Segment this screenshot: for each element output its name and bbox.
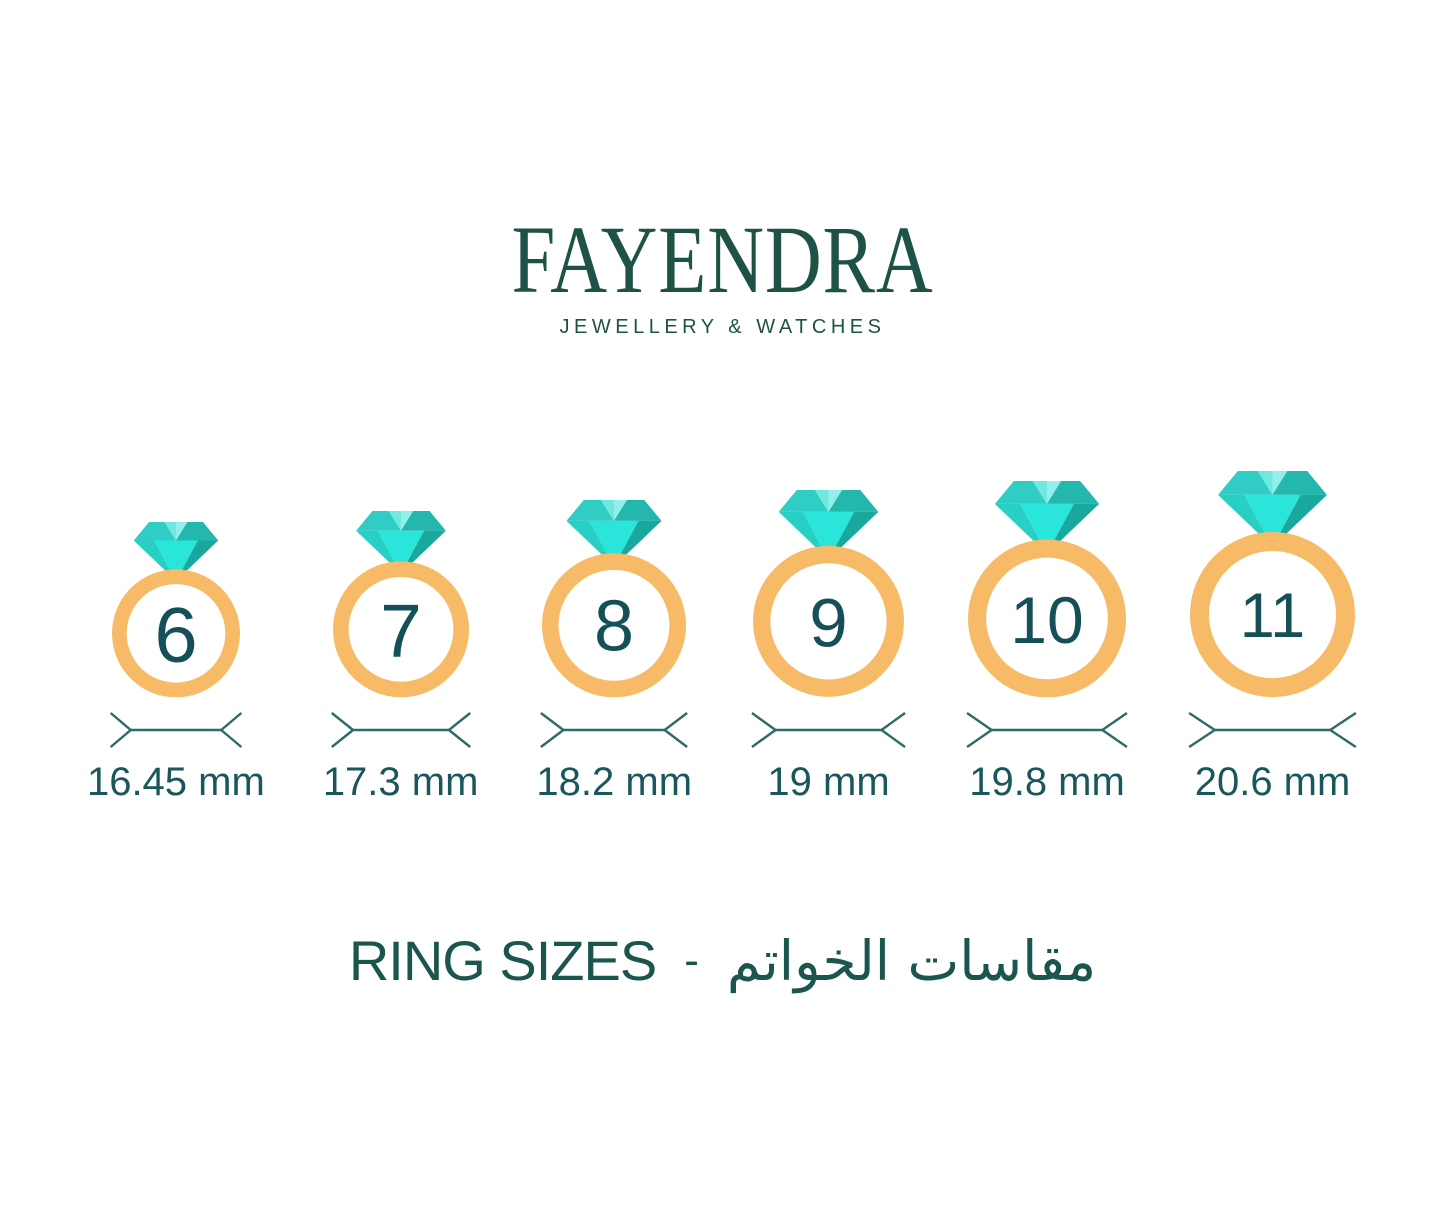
diamond-ring-icon: 10 [968,480,1127,697]
diameter-measure-line [750,711,907,749]
diameter-measure-line [965,711,1129,749]
diamond-ring-icon: 8 [542,499,687,697]
diameter-label: 19 mm [767,760,890,804]
ring-band [1190,532,1356,697]
measure-arrowheads [752,713,905,747]
diamond-facet [589,520,639,566]
diamond-facet [994,480,1048,504]
brand-tagline: JEWELLERY & WATCHES [559,316,886,338]
diamond-facet [175,521,219,541]
ring-band [968,539,1127,697]
diamond-facet [802,512,855,560]
diamond-facet [1244,494,1301,547]
ring-size-number: 7 [380,588,422,672]
ring-size-item: 7 17.3 mm [322,510,479,805]
diamond-facet [614,499,662,521]
diamond-facet [400,510,446,531]
ring-band [111,569,240,697]
diamond-gem-icon [1218,470,1327,547]
diamond-facet [1020,503,1074,554]
diamond-facet [614,499,628,521]
diamond-facet [778,490,829,513]
brand-logo: FAYENDRA JEWELLERY & WATCHES [0,212,1445,339]
diamond-facet [355,510,401,531]
diamond-facet [1047,480,1062,504]
diamond-facet [377,530,424,574]
diameter-measure-line [109,711,243,749]
measure-arrowheads [967,713,1127,747]
ring-band [753,546,905,697]
ring-size-number: 6 [154,590,197,678]
ring-size-item: 9 19 mm [750,490,907,805]
ring-size-item: 10 19.8 mm [965,480,1129,805]
diameter-label: 18.2 mm [536,760,693,804]
ring-size-number: 10 [1010,583,1083,657]
diameter-label: 16.45 mm [86,760,265,804]
ring-band [542,553,687,697]
ring-size-item: 8 18.2 mm [536,499,693,805]
diameter-label: 19.8 mm [969,760,1125,804]
title-arabic: مقاسات الخواتم [726,928,1097,993]
diamond-ring-icon: 11 [1190,470,1356,697]
diamond-facet [1272,470,1288,495]
ring-size-item: 6 16.45 mm [86,521,265,805]
diameter-label: 17.3 mm [322,760,479,804]
diamond-facet [133,521,176,541]
measure-arrowheads [541,713,687,747]
ring-size-number: 8 [594,586,634,666]
ring-size-number: 9 [809,585,847,662]
diameter-measure-line [1187,711,1358,749]
diamond-facet [1047,480,1100,504]
diamond-facet [175,521,188,541]
diameter-label: 20.6 mm [1194,760,1351,804]
diameter-measure-line [539,711,689,749]
diamond-facet [154,540,198,581]
ring-size-item: 11 20.6 mm [1187,470,1358,805]
title-english: RING SIZES [348,929,657,992]
diamond-gem-icon [133,521,219,581]
diamond-ring-icon: 7 [332,510,469,697]
chart-title: RING SIZES - مقاسات الخواتم [0,928,1445,993]
diamond-ring-icon: 6 [111,521,240,697]
diamond-facet [566,499,615,521]
measure-arrowheads [111,713,242,747]
brand-name: FAYENDRA [511,206,934,313]
measure-arrowheads [1189,713,1356,747]
diamond-facet [1272,470,1327,495]
ring-band [332,561,469,697]
diamond-gem-icon [355,510,446,574]
diamond-facet [1218,470,1273,495]
diameter-measure-line [330,711,472,749]
measure-arrowheads [331,713,469,747]
title-separator: - [684,935,699,985]
ring-size-number: 11 [1240,581,1305,651]
diamond-ring-icon: 9 [753,490,905,697]
ring-sizes-row: 6 16.45 mm 7 17.3 mm [0,470,1445,805]
diamond-facet [828,490,879,513]
